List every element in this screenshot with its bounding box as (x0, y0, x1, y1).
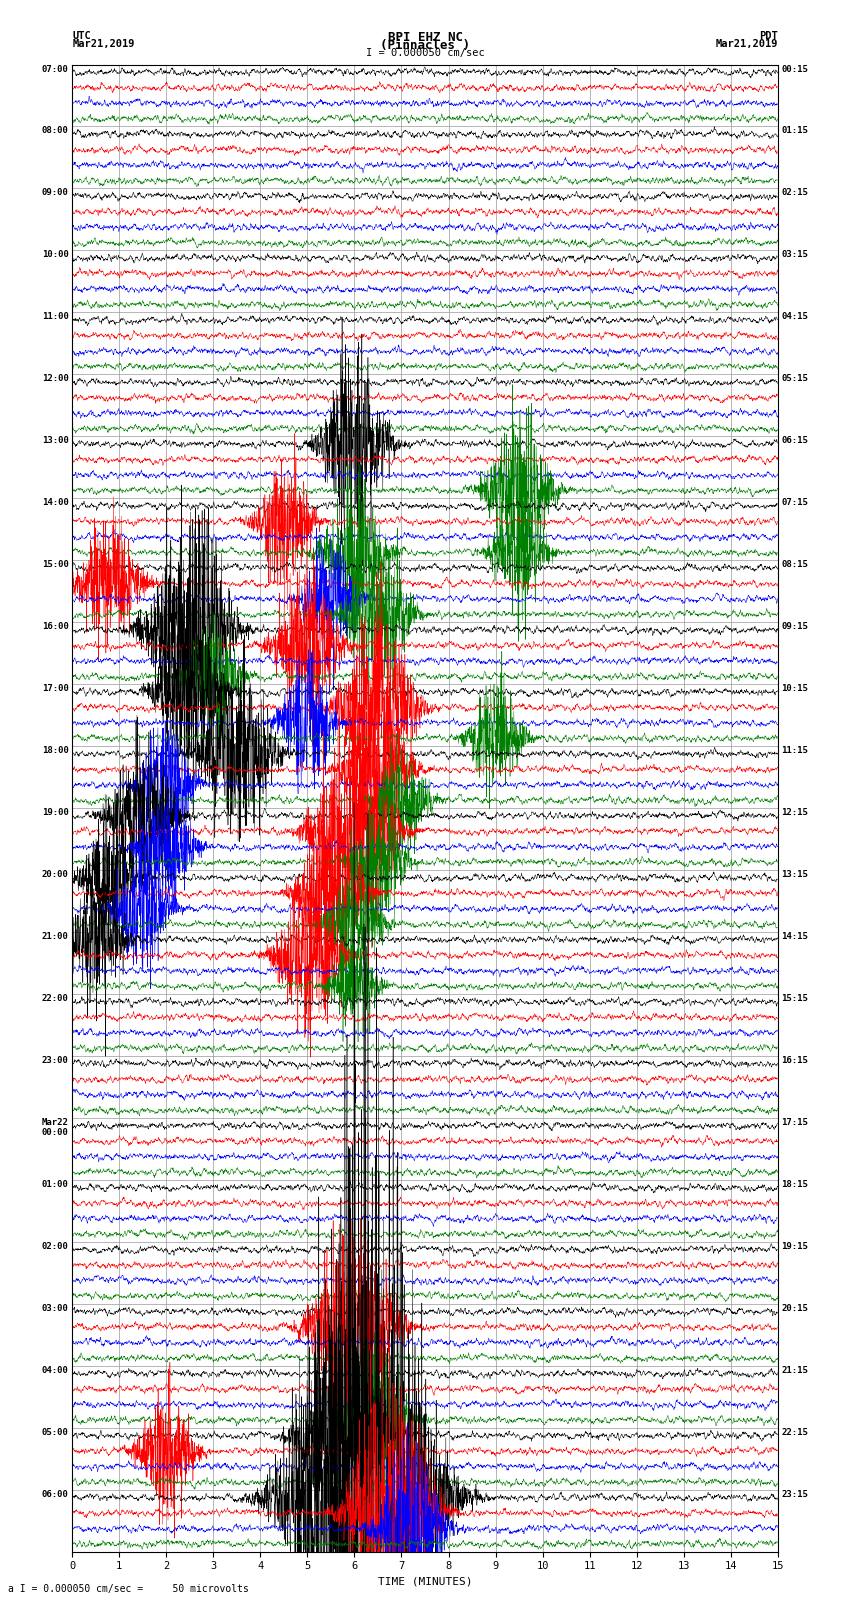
Text: 11:15: 11:15 (781, 747, 808, 755)
Text: 06:00: 06:00 (42, 1490, 69, 1498)
Text: PDT: PDT (759, 31, 778, 40)
Text: 23:00: 23:00 (42, 1057, 69, 1065)
Text: 04:00: 04:00 (42, 1366, 69, 1374)
Text: (Pinnacles ): (Pinnacles ) (380, 39, 470, 52)
Text: 09:00: 09:00 (42, 189, 69, 197)
Text: 03:00: 03:00 (42, 1303, 69, 1313)
Text: 17:15: 17:15 (781, 1118, 808, 1127)
Text: 18:15: 18:15 (781, 1181, 808, 1189)
Text: 02:00: 02:00 (42, 1242, 69, 1250)
Text: 20:15: 20:15 (781, 1303, 808, 1313)
Text: 11:00: 11:00 (42, 313, 69, 321)
Text: 04:15: 04:15 (781, 313, 808, 321)
Text: 13:15: 13:15 (781, 869, 808, 879)
Text: 08:00: 08:00 (42, 126, 69, 135)
Text: a I = 0.000050 cm/sec =     50 microvolts: a I = 0.000050 cm/sec = 50 microvolts (8, 1584, 249, 1594)
Text: 15:00: 15:00 (42, 560, 69, 569)
Text: BPI EHZ NC: BPI EHZ NC (388, 31, 462, 44)
Text: 20:00: 20:00 (42, 869, 69, 879)
Text: 21:00: 21:00 (42, 932, 69, 940)
Text: 23:15: 23:15 (781, 1490, 808, 1498)
Text: 18:00: 18:00 (42, 747, 69, 755)
Text: 06:15: 06:15 (781, 436, 808, 445)
Text: 19:15: 19:15 (781, 1242, 808, 1250)
Text: 15:15: 15:15 (781, 994, 808, 1003)
Text: 08:15: 08:15 (781, 560, 808, 569)
Text: 14:00: 14:00 (42, 498, 69, 506)
Text: 12:15: 12:15 (781, 808, 808, 818)
Text: 05:00: 05:00 (42, 1428, 69, 1437)
Text: 02:15: 02:15 (781, 189, 808, 197)
Text: 17:00: 17:00 (42, 684, 69, 694)
Text: 09:15: 09:15 (781, 623, 808, 631)
Text: Mar22
00:00: Mar22 00:00 (42, 1118, 69, 1137)
Text: 13:00: 13:00 (42, 436, 69, 445)
Text: 14:15: 14:15 (781, 932, 808, 940)
Text: 05:15: 05:15 (781, 374, 808, 384)
Text: 03:15: 03:15 (781, 250, 808, 260)
Text: 16:00: 16:00 (42, 623, 69, 631)
Text: 01:15: 01:15 (781, 126, 808, 135)
Text: 16:15: 16:15 (781, 1057, 808, 1065)
Text: 12:00: 12:00 (42, 374, 69, 384)
Text: 07:00: 07:00 (42, 65, 69, 74)
Text: Mar21,2019: Mar21,2019 (715, 39, 778, 48)
Text: 22:15: 22:15 (781, 1428, 808, 1437)
Text: 22:00: 22:00 (42, 994, 69, 1003)
Text: UTC: UTC (72, 31, 91, 40)
Text: 21:15: 21:15 (781, 1366, 808, 1374)
Text: 01:00: 01:00 (42, 1181, 69, 1189)
Text: 10:15: 10:15 (781, 684, 808, 694)
X-axis label: TIME (MINUTES): TIME (MINUTES) (377, 1578, 473, 1587)
Text: I = 0.000050 cm/sec: I = 0.000050 cm/sec (366, 48, 484, 58)
Text: 00:15: 00:15 (781, 65, 808, 74)
Text: 19:00: 19:00 (42, 808, 69, 818)
Text: Mar21,2019: Mar21,2019 (72, 39, 135, 48)
Text: 07:15: 07:15 (781, 498, 808, 506)
Text: 10:00: 10:00 (42, 250, 69, 260)
